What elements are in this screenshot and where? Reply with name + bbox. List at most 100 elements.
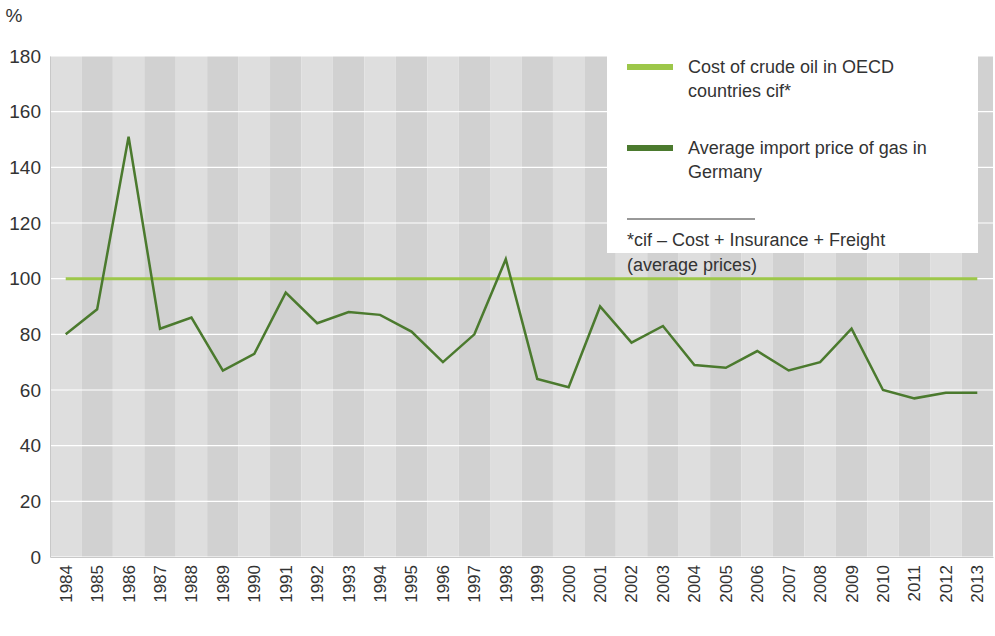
tick: 2000 <box>560 557 579 603</box>
tick: 1992 <box>308 557 327 603</box>
tick-label: 2000 <box>560 565 579 603</box>
tick: 40 <box>20 435 50 456</box>
tick: 2009 <box>843 557 862 603</box>
grid-line <box>50 501 993 502</box>
stripe <box>176 56 207 557</box>
tick: 1987 <box>151 557 170 603</box>
tick-label: 2005 <box>717 565 736 603</box>
stripe <box>144 56 175 557</box>
stripe <box>113 56 144 557</box>
tick: 1993 <box>340 557 359 603</box>
tick-label: 2013 <box>968 565 987 603</box>
tick: 100 <box>9 268 50 289</box>
tick: 2011 <box>905 557 924 602</box>
tick: 60 <box>20 380 50 401</box>
tick-label: 1985 <box>88 565 107 603</box>
tick-label: 2004 <box>685 565 704 603</box>
chart: 0 20 40 60 80 100 120 140 160 180 1984 1985 1986 1987… <box>0 0 995 636</box>
legend-label: Average import price of gas inGermany <box>688 138 927 182</box>
tick-label: 2006 <box>748 565 767 603</box>
tick: 2006 <box>748 557 767 603</box>
tick-label: 1988 <box>182 565 201 603</box>
tick-label: 160 <box>9 101 41 122</box>
tick-label: 2003 <box>654 565 673 603</box>
stripe <box>364 56 395 557</box>
stripe <box>553 56 584 557</box>
tick: 2007 <box>780 557 799 603</box>
stripe <box>396 56 427 557</box>
tick-label: 1987 <box>151 565 170 603</box>
tick: 2004 <box>685 557 704 603</box>
stripe <box>207 56 238 557</box>
grid-line <box>50 334 993 335</box>
tick-label: 2007 <box>780 565 799 603</box>
tick: 1996 <box>434 557 453 603</box>
y-axis: 0 20 40 60 80 100 120 140 160 180 <box>9 46 50 568</box>
axis-line <box>50 57 51 558</box>
tick: 2003 <box>654 557 673 603</box>
tick-label: 1984 <box>57 565 76 603</box>
tick: 2005 <box>717 557 736 603</box>
tick-label: 1996 <box>434 565 453 603</box>
tick: 1999 <box>528 557 547 603</box>
tick: 1984 <box>57 557 76 603</box>
tick: 1998 <box>497 557 516 603</box>
tick-label: 180 <box>9 46 41 67</box>
tick: 160 <box>9 101 50 122</box>
stripe <box>522 56 553 557</box>
stripe <box>333 56 364 557</box>
grid-line <box>50 389 993 390</box>
tick-label: 2001 <box>591 565 610 603</box>
tick: 2013 <box>968 557 987 603</box>
tick: 1997 <box>465 557 484 603</box>
legend: Cost of crude oil in OECDcountries cif* A… <box>607 37 978 275</box>
separator <box>627 219 755 220</box>
tick-label: 2002 <box>622 565 641 603</box>
tick: 1994 <box>371 557 390 603</box>
annotation: (average prices) <box>627 255 757 275</box>
tick: 0 <box>30 547 50 568</box>
axis-line <box>51 557 994 558</box>
tick-label: 2012 <box>937 565 956 603</box>
tick-label: 1991 <box>277 565 296 603</box>
tick-label: 1990 <box>245 565 264 603</box>
tick-label: 1986 <box>120 565 139 603</box>
stripe <box>50 56 81 557</box>
axis-title: % <box>6 5 23 26</box>
tick: 2008 <box>811 557 830 603</box>
tick-label: 1995 <box>402 565 421 603</box>
tick-label: 1994 <box>371 565 390 603</box>
tick: 20 <box>20 491 50 512</box>
tick-label: 1989 <box>214 565 233 603</box>
stripe <box>270 56 301 557</box>
legend-box <box>607 37 978 253</box>
tick: 80 <box>20 324 50 345</box>
tick-label: 120 <box>9 213 41 234</box>
tick-label: 0 <box>30 547 41 568</box>
stripe <box>239 56 270 557</box>
tick: 180 <box>9 46 50 67</box>
tick: 1989 <box>214 557 233 603</box>
tick-label: 2011 <box>905 565 924 602</box>
tick-label: 100 <box>9 268 41 289</box>
tick: 1988 <box>182 557 201 603</box>
grid-line <box>50 278 993 279</box>
series-line <box>66 277 978 280</box>
stripe <box>301 56 332 557</box>
tick-label: 40 <box>20 435 41 456</box>
tick-label: 1998 <box>497 565 516 603</box>
legend-swatch <box>627 145 673 151</box>
tick: 2001 <box>591 557 610 603</box>
stripe <box>490 56 521 557</box>
tick-label: 1997 <box>465 565 484 603</box>
tick-label: 20 <box>20 491 41 512</box>
tick-label: 140 <box>9 157 41 178</box>
x-axis: 1984 1985 1986 1987 1988 1989 1990 1991 1992 1993… <box>51 557 994 603</box>
tick: 120 <box>9 213 50 234</box>
legend-swatch <box>627 64 673 70</box>
tick: 1995 <box>402 557 421 603</box>
tick-label: 2010 <box>874 565 893 603</box>
grid-line <box>50 556 993 557</box>
tick: 2012 <box>937 557 956 603</box>
legend-label: Cost of crude oil in OECDcountries cif* <box>688 57 894 101</box>
